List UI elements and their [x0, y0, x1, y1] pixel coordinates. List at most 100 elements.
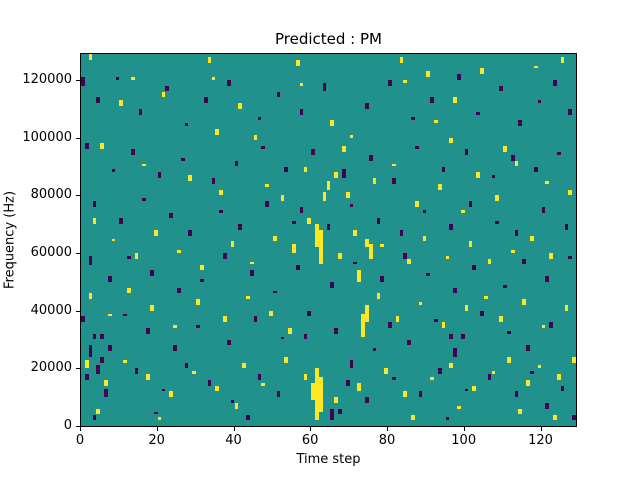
heatmap-cell [399, 56, 404, 63]
heatmap-cell [334, 328, 339, 334]
heatmap-cell [414, 201, 419, 207]
x-tick-mark [540, 427, 542, 431]
heatmap-cell [142, 198, 147, 202]
heatmap-cell [92, 218, 97, 225]
heatmap-cell [560, 385, 565, 392]
heatmap-cell [146, 374, 150, 380]
heatmap-cell [457, 405, 461, 409]
heatmap-cell [407, 258, 411, 265]
heatmap-cell [211, 77, 216, 80]
y-tick-label: 120000 [22, 72, 72, 87]
x-tick-label: 100 [451, 433, 477, 448]
heatmap-cell [514, 160, 519, 167]
heatmap-cell [295, 59, 300, 66]
heatmap-cell [150, 304, 154, 311]
heatmap-cell [226, 339, 231, 346]
heatmap-cell [92, 333, 97, 340]
heatmap-cell [422, 209, 427, 213]
heatmap-cell [526, 345, 530, 352]
heatmap-cell [441, 322, 446, 328]
heatmap-cell [345, 192, 350, 199]
heatmap-cell [153, 229, 158, 236]
heatmap-cell [480, 68, 484, 75]
x-tick-label: 40 [225, 433, 242, 448]
heatmap-cell [161, 388, 166, 392]
heatmap-cell [295, 264, 300, 271]
x-tick-mark [387, 427, 388, 431]
heatmap-cell [246, 296, 250, 300]
y-tick-mark [76, 310, 80, 312]
heatmap-cell [487, 258, 492, 265]
heatmap-cell [265, 183, 269, 187]
heatmap-cell [219, 209, 223, 213]
x-tick-label: 60 [301, 433, 319, 448]
heatmap-cell [253, 316, 258, 323]
heatmap-cell [506, 356, 511, 363]
heatmap-cell [365, 304, 369, 323]
heatmap-cell [134, 368, 139, 375]
heatmap-cell [372, 178, 377, 184]
heatmap-cell [265, 201, 269, 207]
heatmap-cell [127, 287, 131, 294]
y-tick-mark [76, 368, 80, 370]
heatmap-cell [157, 417, 162, 421]
heatmap-cell [100, 143, 104, 150]
heatmap-cell [430, 97, 434, 104]
heatmap-cell [84, 359, 89, 369]
heatmap-cell [123, 313, 127, 317]
heatmap-cell [261, 382, 266, 386]
x-tick-mark [80, 427, 81, 431]
heatmap-cell [476, 172, 480, 178]
heatmap-cell [115, 77, 120, 80]
heatmap-cell [280, 336, 285, 340]
heatmap-cell [487, 374, 492, 380]
heatmap-cell [299, 82, 304, 86]
heatmap-cell [81, 77, 85, 86]
heatmap-cell [376, 293, 381, 300]
heatmap-cell [503, 146, 507, 153]
heatmap-cell [403, 391, 408, 398]
heatmap-cell [418, 302, 423, 305]
heatmap-cell [107, 276, 112, 282]
heatmap-cell [530, 371, 534, 375]
heatmap-cell [207, 56, 212, 63]
heatmap-cell [572, 414, 576, 421]
heatmap-cell [311, 149, 315, 155]
x-tick-label: 20 [148, 433, 165, 448]
heatmap-cell [288, 328, 292, 334]
heatmap-cell [468, 201, 473, 207]
heatmap-cell [88, 293, 93, 300]
x-tick-label: 80 [378, 433, 396, 448]
heatmap-cell [276, 91, 281, 98]
heatmap-cell [441, 166, 446, 173]
heatmap-cell [449, 333, 454, 340]
heatmap-cell [506, 330, 511, 334]
heatmap-cell [234, 402, 239, 409]
y-tick-label: 80000 [30, 187, 72, 203]
heatmap-cell [349, 359, 354, 369]
heatmap-cell [545, 180, 550, 184]
heatmap-cell [537, 365, 542, 369]
heatmap-cell [418, 391, 423, 398]
heatmap-cell [303, 166, 308, 173]
heatmap-cell [134, 253, 139, 259]
heatmap-cell [238, 224, 243, 230]
y-tick-label: 0 [63, 418, 72, 433]
heatmap-cell [261, 146, 266, 150]
heatmap-cell [533, 65, 538, 69]
heatmap-cell [380, 244, 385, 248]
heatmap-cell [391, 377, 396, 380]
heatmap-cell [495, 221, 500, 225]
heatmap-cell [468, 241, 473, 248]
y-tick-mark [76, 195, 80, 197]
heatmap-cell [334, 397, 339, 403]
heatmap-cell [449, 362, 454, 369]
heatmap-cell [253, 134, 258, 141]
heatmap-cell [269, 310, 273, 317]
heatmap-cell [330, 120, 335, 127]
heatmap-cell [353, 229, 358, 236]
heatmap-cell [104, 388, 108, 398]
heatmap-cell [437, 183, 442, 190]
heatmap-cell [510, 250, 515, 253]
heatmap-cell [549, 253, 553, 259]
